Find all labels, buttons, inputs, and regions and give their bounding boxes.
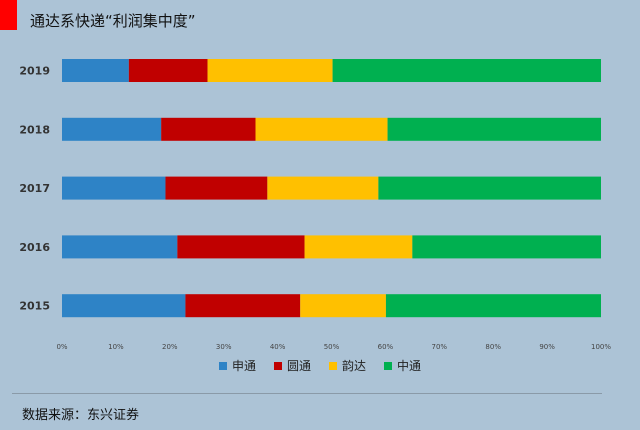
x-tick-label: 0% <box>56 343 67 351</box>
bar-segment <box>165 176 268 200</box>
x-tick-label: 10% <box>108 343 124 351</box>
legend-item-yuantong: 圆通 <box>273 357 311 374</box>
x-tick-label: 30% <box>216 343 232 351</box>
x-tick-label: 20% <box>162 343 178 351</box>
footer-divider <box>12 393 602 394</box>
legend-label-yunda: 韵达 <box>342 359 367 373</box>
bar-segment <box>385 294 601 318</box>
bar-segment <box>62 176 166 200</box>
accent-block <box>0 0 17 30</box>
x-tick-label: 80% <box>485 343 501 351</box>
bar-segment <box>62 117 162 141</box>
chart-title: 通达系快递“利润集中度” <box>30 12 196 30</box>
y-tick-label: 2015 <box>19 300 50 313</box>
bar-segment <box>161 117 256 141</box>
bar-segment <box>62 235 178 259</box>
data-source: 数据来源：东兴证券 <box>22 408 140 423</box>
bar-segment <box>300 294 386 318</box>
legend-label-zhongtong: 中通 <box>397 359 422 373</box>
legend-swatch-yunda <box>329 361 337 370</box>
bar-segment <box>412 235 601 259</box>
bar-segment <box>62 294 186 318</box>
y-tick-label: 2019 <box>19 65 50 78</box>
x-tick-label: 90% <box>539 343 555 351</box>
y-tick-label: 2018 <box>19 123 50 136</box>
stacked-bar-chart: 2019 2018 2017 2016 2015 0% 10% 20% 30% 40% 50% 60%… <box>19 59 611 351</box>
bar-segment <box>378 176 601 200</box>
bar-segment <box>255 117 388 141</box>
x-tick-label: 100% <box>591 343 611 351</box>
legend-label-shentong: 申通 <box>231 359 256 373</box>
bar-segment <box>177 235 305 259</box>
legend: 申通 圆通 韵达 中通 <box>0 357 640 374</box>
legend-item-yunda: 韵达 <box>329 357 366 374</box>
bar-segment <box>185 294 301 318</box>
bar-segment <box>332 59 601 82</box>
legend-item-zhongtong: 中通 <box>384 357 421 374</box>
x-tick-label: 60% <box>378 343 394 351</box>
bar-segment <box>387 117 601 141</box>
x-tick-label: 70% <box>432 343 448 351</box>
bar-segment <box>207 59 333 82</box>
y-tick-label: 2017 <box>19 182 50 195</box>
x-tick-label: 50% <box>324 343 340 351</box>
legend-swatch-shentong <box>218 361 227 370</box>
legend-label-yuantong: 圆通 <box>286 359 311 373</box>
legend-swatch-yuantong <box>273 361 282 370</box>
x-tick-label: 40% <box>270 343 286 351</box>
bar-segment <box>128 59 208 82</box>
bar-segment <box>62 59 129 82</box>
bar-segment <box>267 176 379 200</box>
bar-segment <box>304 235 413 259</box>
legend-swatch-zhongtong <box>384 361 393 370</box>
y-tick-label: 2016 <box>19 241 50 254</box>
legend-item-shentong: 申通 <box>218 357 256 374</box>
